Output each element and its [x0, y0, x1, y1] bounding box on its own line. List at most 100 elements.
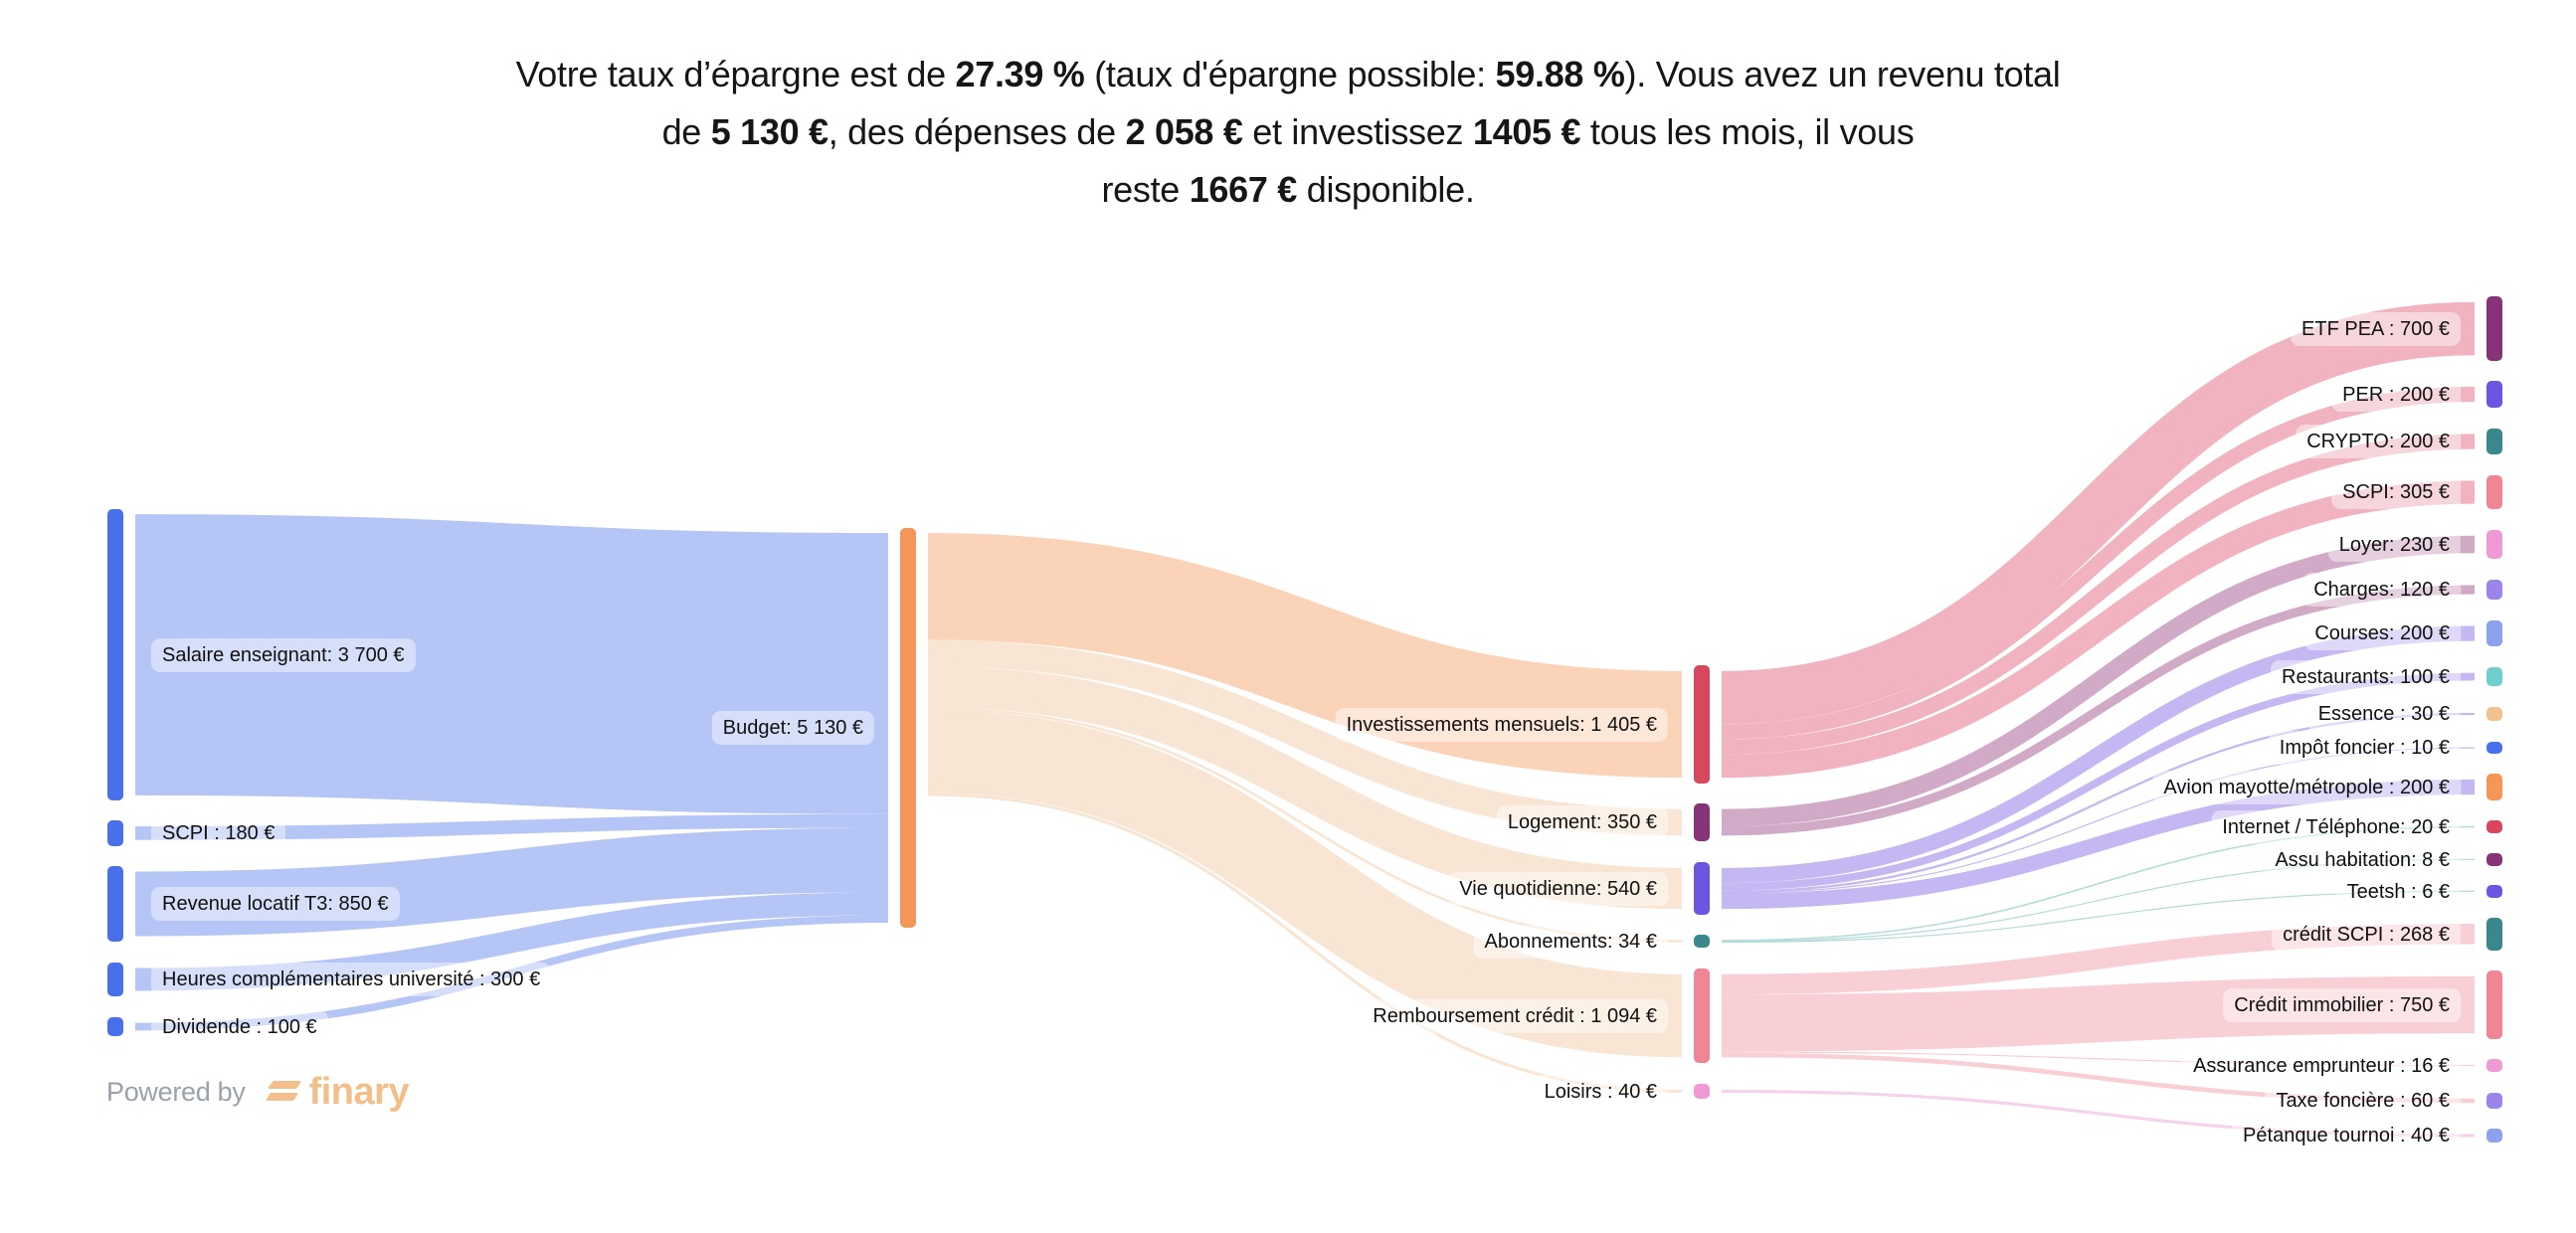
sankey-link-invest-to-etf_pea[interactable]	[1721, 301, 2476, 725]
sankey-node-salaire[interactable]	[107, 509, 123, 800]
summary-figure: 1405 €	[1472, 111, 1581, 152]
sankey-link-budget-to-remboursement[interactable]	[927, 709, 1683, 1058]
sankey-link-salaire-to-budget[interactable]	[134, 514, 889, 814]
sankey-link-budget-to-vie[interactable]	[927, 666, 1683, 910]
sankey-link-abonnements-to-assu_hab[interactable]	[1721, 858, 2476, 943]
sankey-link-abonnements-to-internet[interactable]	[1721, 825, 2476, 942]
sankey-link-abonnements-to-teetsh[interactable]	[1721, 890, 2476, 944]
sankey-link-scpi_in-to-budget[interactable]	[134, 813, 889, 840]
summary-line: de 5 130 €, des dépenses de 2 058 € et i…	[0, 103, 2576, 161]
sankey-link-vie-to-essence[interactable]	[1721, 712, 2476, 894]
sankey-node-label-charges: Charges: 120 €	[2302, 573, 2461, 607]
sankey-link-logement-to-loyer[interactable]	[1721, 535, 2476, 827]
summary-figure: 5 130 €	[710, 111, 828, 152]
sankey-node-petanque[interactable]	[2486, 1129, 2502, 1143]
sankey-node-label-courses: Courses: 200 €	[2303, 616, 2461, 650]
sankey-node-internet[interactable]	[2486, 820, 2502, 833]
summary-text: (taux d'épargne possible:	[1084, 54, 1496, 94]
sankey-node-label-restaurants: Restaurants: 100 €	[2271, 659, 2461, 694]
sankey-node-loisirs[interactable]	[1694, 1084, 1710, 1099]
sankey-node-assu_hab[interactable]	[2486, 853, 2502, 866]
sankey-link-remboursement-to-assur_emp[interactable]	[1721, 1051, 2476, 1067]
sankey-node-credit_immo[interactable]	[2486, 970, 2502, 1039]
sankey-node-essence[interactable]	[2486, 707, 2502, 721]
sankey-link-invest-to-crypto[interactable]	[1721, 434, 2476, 755]
sankey-link-vie-to-impot[interactable]	[1721, 747, 2476, 895]
sankey-node-label-scpi_out: SCPI: 305 €	[2331, 475, 2461, 509]
sankey-node-label-avion: Avion mayotte/métropole : 200 €	[2152, 770, 2461, 804]
sankey-node-label-logement: Logement: 350 €	[1496, 805, 1668, 839]
summary-text: de	[661, 111, 711, 152]
sankey-node-label-revenue_t3: Revenue locatif T3: 850 €	[151, 887, 400, 921]
powered-by-footer[interactable]: Powered by finary	[106, 1070, 410, 1114]
sankey-link-heures-to-budget[interactable]	[134, 892, 889, 991]
sankey-node-invest[interactable]	[1694, 665, 1710, 784]
sankey-node-label-credit_immo: Crédit immobilier : 750 €	[2223, 987, 2461, 1022]
sankey-node-label-per: PER : 200 €	[2331, 377, 2461, 412]
finary-brand[interactable]: finary	[264, 1070, 410, 1114]
sankey-node-etf_pea[interactable]	[2486, 296, 2502, 361]
sankey-link-loisirs-to-petanque[interactable]	[1721, 1089, 2476, 1138]
sankey-link-invest-to-scpi_out[interactable]	[1721, 480, 2476, 779]
sankey-node-abonnements[interactable]	[1694, 935, 1710, 948]
sankey-link-dividende-to-budget[interactable]	[134, 915, 889, 1031]
sankey-node-taxe[interactable]	[2486, 1093, 2502, 1109]
summary-text: et investissez	[1242, 111, 1473, 152]
sankey-node-dividende[interactable]	[107, 1017, 123, 1036]
sankey-node-label-loisirs: Loisirs : 40 €	[1533, 1074, 1668, 1109]
sankey-node-label-invest: Investissements mensuels: 1 405 €	[1335, 707, 1668, 742]
sankey-node-label-heures: Heures complémentaires université : 300 …	[151, 963, 552, 996]
sankey-node-label-assu_hab: Assu habitation: 8 €	[2264, 842, 2461, 877]
sankey-node-loyer[interactable]	[2486, 530, 2502, 559]
sankey-node-revenue_t3[interactable]	[107, 866, 123, 942]
sankey-link-vie-to-avion[interactable]	[1721, 779, 2476, 910]
sankey-link-invest-to-per[interactable]	[1721, 386, 2476, 740]
sankey-link-revenue_t3-to-budget[interactable]	[134, 827, 889, 937]
sankey-link-budget-to-invest[interactable]	[927, 533, 1683, 779]
sankey-node-courses[interactable]	[2486, 620, 2502, 646]
sankey-node-charges[interactable]	[2486, 580, 2502, 600]
sankey-node-label-dividende: Dividende : 100 €	[151, 1009, 328, 1044]
sankey-node-per[interactable]	[2486, 381, 2502, 408]
sankey-link-budget-to-abonnements[interactable]	[927, 707, 1683, 943]
sankey-node-restaurants[interactable]	[2486, 667, 2502, 686]
sankey-node-heures[interactable]	[107, 963, 123, 996]
sankey-node-label-credit_scpi: crédit SCPI : 268 €	[2272, 917, 2461, 952]
sankey-node-credit_scpi[interactable]	[2486, 918, 2502, 951]
sankey-link-vie-to-restaurants[interactable]	[1721, 672, 2476, 891]
sankey-node-crypto[interactable]	[2486, 429, 2502, 454]
sankey-node-avion[interactable]	[2486, 774, 2502, 800]
sankey-links	[134, 301, 2476, 1138]
sankey-node-label-scpi_in: SCPI : 180 €	[151, 816, 286, 850]
summary-line: reste 1667 € disponible.	[0, 161, 2576, 219]
sankey-node-scpi_out[interactable]	[2486, 475, 2502, 509]
savings-summary: Votre taux d’épargne est de 27.39 % (tau…	[0, 46, 2576, 219]
summary-text: disponible.	[1297, 169, 1475, 210]
sankey-node-label-petanque: Pétanque tournoi : 40 €	[2232, 1119, 2461, 1152]
sankey-link-vie-to-courses[interactable]	[1721, 625, 2476, 884]
summary-figure: 59.88 %	[1495, 54, 1625, 94]
powered-by-text: Powered by	[106, 1076, 246, 1107]
sankey-link-budget-to-logement[interactable]	[927, 639, 1683, 836]
sankey-node-budget[interactable]	[900, 528, 916, 928]
sankey-link-remboursement-to-credit_immo[interactable]	[1721, 975, 2476, 1052]
sankey-link-logement-to-charges[interactable]	[1721, 585, 2476, 836]
summary-figure: 27.39 %	[955, 54, 1085, 94]
sankey-link-budget-to-loisirs[interactable]	[927, 793, 1683, 1094]
sankey-node-teetsh[interactable]	[2486, 885, 2502, 898]
sankey-node-vie[interactable]	[1694, 862, 1710, 915]
sankey-node-impot[interactable]	[2486, 742, 2502, 754]
summary-figure: 1667 €	[1189, 169, 1298, 210]
sankey-node-label-crypto: CRYPTO: 200 €	[2296, 425, 2461, 458]
sankey-node-remboursement[interactable]	[1694, 969, 1710, 1063]
sankey-node-scpi_in[interactable]	[107, 820, 123, 846]
summary-text: tous les mois, il vous	[1580, 111, 1915, 152]
sankey-node-logement[interactable]	[1694, 803, 1710, 841]
sankey-node-label-assur_emp: Assurance emprunteur : 16 €	[2182, 1048, 2461, 1083]
sankey-node-label-abonnements: Abonnements: 34 €	[1473, 924, 1668, 959]
sankey-link-remboursement-to-taxe[interactable]	[1721, 1052, 2476, 1104]
sankey-link-remboursement-to-credit_scpi[interactable]	[1721, 924, 2476, 995]
sankey-node-assur_emp[interactable]	[2486, 1059, 2502, 1072]
sankey-node-label-remboursement: Remboursement crédit : 1 094 €	[1362, 998, 1668, 1033]
finary-brand-name: finary	[308, 1070, 410, 1113]
